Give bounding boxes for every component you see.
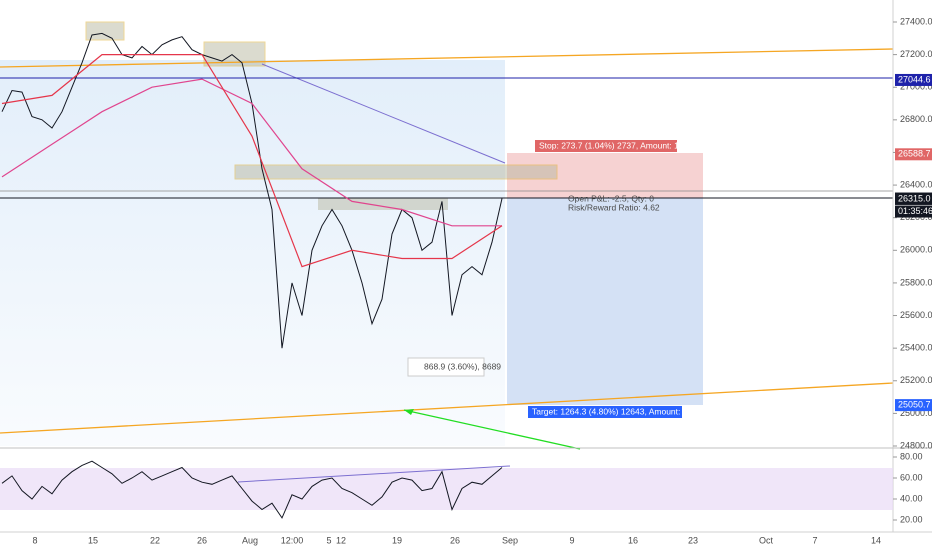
pnl-label: Open P&L: -2.5, Qty: 0 [568,193,654,203]
x-tick-label: Sep [502,535,518,545]
price-tag [895,192,932,205]
trendline [0,382,894,434]
x-tick-label: 26 [450,535,460,545]
y-tick-label: 25600.0 [900,310,932,320]
y-tick-label: 80.00 [900,451,923,461]
arrow [403,409,581,450]
price-label: 26588.7 [898,149,931,159]
y-tick-label: 26000.0 [900,245,932,255]
label-box [407,357,485,377]
x-tick-label: Aug [242,535,258,545]
y-tick-label: 24800.0 [900,440,932,450]
y-tick-label: 27000.0 [900,82,932,92]
target-zone [507,198,703,405]
x-tick-label: 22 [150,535,160,545]
x-tick-label: 8 [32,535,37,545]
y-tick-label: 25000.0 [900,408,932,418]
x-tick-label: 26 [197,535,207,545]
price-label: 25050.7 [898,399,931,409]
y-tick-label: 27400.0 [900,16,932,26]
price-label: 27044.6 [898,74,931,84]
price-tag [895,399,932,412]
y-tick-label: 25200.0 [900,375,932,385]
y-tick-label: 25400.0 [900,343,932,353]
price-tag [895,73,932,86]
x-tick-label: 19 [392,535,402,545]
x-tick-label: 12 [336,535,346,545]
y-tick-label: 25800.0 [900,277,932,287]
label-box [528,406,682,418]
target-label: Target: 1264.3 (4.80%) 12643, Amount: 10… [532,406,702,416]
x-tick-label: 15 [88,535,98,545]
label-box [535,140,677,152]
trendline [0,48,894,68]
x-tick-label: Oct [759,535,774,545]
countdown-tag [895,205,932,218]
x-tick-label: 12:00 [281,535,304,545]
y-tick-label: 40.00 [900,493,923,503]
arrow-head [404,409,414,415]
zone [85,21,125,41]
y-tick-label: 26400.0 [900,179,932,189]
y-tick-label: 60.00 [900,472,923,482]
rr-label: Risk/Reward Ratio: 4.62 [568,202,660,212]
measure-label: 868.9 (3.60%), 8689 [424,361,501,371]
series-line [1,460,503,519]
x-tick-label: 14 [871,535,881,545]
area-fill [0,60,505,446]
trendline [261,63,506,164]
series-line [1,53,503,268]
y-tick-label: 26800.0 [900,114,932,124]
price-label: 26315.0 [898,193,931,203]
countdown: 01:35:46 [898,206,932,216]
x-tick-label: 5 [326,535,331,545]
trendline [237,465,511,483]
x-tick-label: 16 [628,535,638,545]
x-tick-label: 7 [812,535,817,545]
zone [234,164,558,180]
x-tick-label: 9 [569,535,574,545]
zone [318,198,448,210]
price-tag [895,148,932,161]
series-line [1,78,502,227]
x-tick-label: 23 [688,535,698,545]
stop-label: Stop: 273.7 (1.04%) 2737, Amount: 1000 [539,140,693,150]
y-tick-label: 27200.0 [900,49,932,59]
y-tick-label: 20.00 [900,514,923,524]
